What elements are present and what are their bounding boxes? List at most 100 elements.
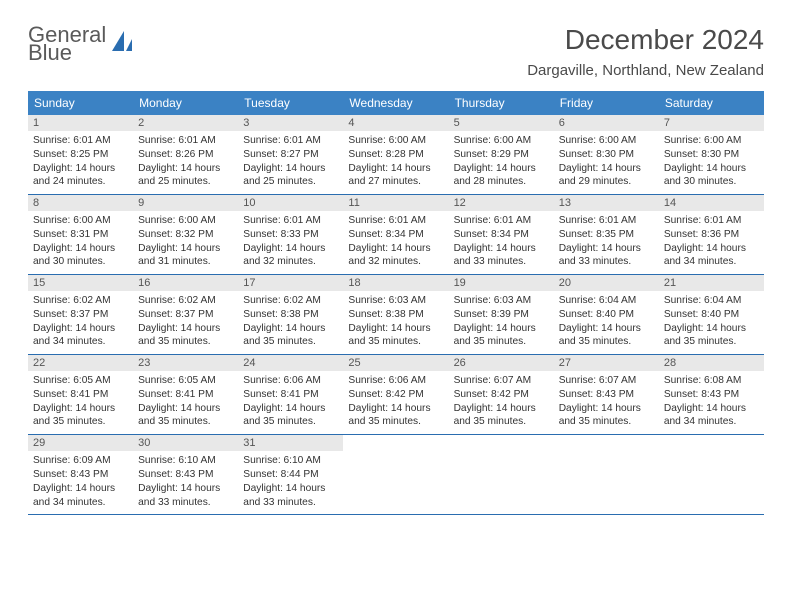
- day-details: Sunrise: 6:07 AMSunset: 8:42 PMDaylight:…: [449, 371, 554, 434]
- sunset-line: Sunset: 8:30 PM: [664, 148, 759, 162]
- sunrise-line: Sunrise: 6:10 AM: [243, 454, 338, 468]
- day-cell: 25Sunrise: 6:06 AMSunset: 8:42 PMDayligh…: [343, 355, 448, 434]
- day-number: 26: [449, 355, 554, 371]
- sunrise-line: Sunrise: 6:10 AM: [138, 454, 233, 468]
- day-details: Sunrise: 6:01 AMSunset: 8:33 PMDaylight:…: [238, 211, 343, 274]
- sunset-line: Sunset: 8:42 PM: [454, 388, 549, 402]
- sunset-line: Sunset: 8:38 PM: [348, 308, 443, 322]
- daylight-line: Daylight: 14 hours and 35 minutes.: [454, 402, 549, 430]
- day-details: Sunrise: 6:05 AMSunset: 8:41 PMDaylight:…: [133, 371, 238, 434]
- daylight-line: Daylight: 14 hours and 32 minutes.: [348, 242, 443, 270]
- day-details: Sunrise: 6:00 AMSunset: 8:29 PMDaylight:…: [449, 131, 554, 194]
- daylight-line: Daylight: 14 hours and 32 minutes.: [243, 242, 338, 270]
- header: General Blue December 2024 Dargaville, N…: [28, 24, 764, 79]
- day-details: Sunrise: 6:00 AMSunset: 8:30 PMDaylight:…: [659, 131, 764, 194]
- day-number: 3: [238, 115, 343, 131]
- day-cell: 6Sunrise: 6:00 AMSunset: 8:30 PMDaylight…: [554, 115, 659, 194]
- sunset-line: Sunset: 8:41 PM: [243, 388, 338, 402]
- calendar-week: 29Sunrise: 6:09 AMSunset: 8:43 PMDayligh…: [28, 435, 764, 515]
- sunrise-line: Sunrise: 6:05 AM: [33, 374, 128, 388]
- day-number: 31: [238, 435, 343, 451]
- sunset-line: Sunset: 8:37 PM: [33, 308, 128, 322]
- day-cell: 24Sunrise: 6:06 AMSunset: 8:41 PMDayligh…: [238, 355, 343, 434]
- day-details: Sunrise: 6:00 AMSunset: 8:32 PMDaylight:…: [133, 211, 238, 274]
- day-number: 5: [449, 115, 554, 131]
- daylight-line: Daylight: 14 hours and 25 minutes.: [138, 162, 233, 190]
- day-number: 19: [449, 275, 554, 291]
- brand-sail-icon: [110, 29, 134, 60]
- day-number: 14: [659, 195, 764, 211]
- day-details: Sunrise: 6:01 AMSunset: 8:25 PMDaylight:…: [28, 131, 133, 194]
- day-number: 8: [28, 195, 133, 211]
- day-cell: 16 Sunrise: 6:02 AMSunset: 8:37 PMDayligh…: [133, 275, 238, 354]
- day-cell: [449, 435, 554, 514]
- sunset-line: Sunset: 8:29 PM: [454, 148, 549, 162]
- day-number: 30: [133, 435, 238, 451]
- sunrise-line: Sunrise: 6:02 AM: [138, 294, 233, 308]
- sunrise-line: Sunrise: 6:00 AM: [454, 134, 549, 148]
- day-cell: 14Sunrise: 6:01 AMSunset: 8:36 PMDayligh…: [659, 195, 764, 274]
- sunset-line: Sunset: 8:43 PM: [138, 468, 233, 482]
- daylight-line: Daylight: 14 hours and 34 minutes.: [33, 482, 128, 510]
- day-number: 1: [28, 115, 133, 131]
- title-block: December 2024 Dargaville, Northland, New…: [527, 24, 764, 79]
- day-cell: 22Sunrise: 6:05 AMSunset: 8:41 PMDayligh…: [28, 355, 133, 434]
- weekday-header: Monday: [133, 91, 238, 115]
- sunrise-line: Sunrise: 6:01 AM: [33, 134, 128, 148]
- sunrise-line: Sunrise: 6:00 AM: [559, 134, 654, 148]
- day-number: 27: [554, 355, 659, 371]
- daylight-line: Daylight: 14 hours and 34 minutes.: [664, 402, 759, 430]
- sunrise-line: Sunrise: 6:09 AM: [33, 454, 128, 468]
- sunset-line: Sunset: 8:37 PM: [138, 308, 233, 322]
- daylight-line: Daylight: 14 hours and 35 minutes.: [138, 322, 233, 350]
- day-number: 4: [343, 115, 448, 131]
- sunset-line: Sunset: 8:39 PM: [454, 308, 549, 322]
- day-cell: 1Sunrise: 6:01 AMSunset: 8:25 PMDaylight…: [28, 115, 133, 194]
- sunset-line: Sunset: 8:43 PM: [664, 388, 759, 402]
- sunrise-line: Sunrise: 6:08 AM: [664, 374, 759, 388]
- day-cell: 12Sunrise: 6:01 AMSunset: 8:34 PMDayligh…: [449, 195, 554, 274]
- day-cell: [659, 435, 764, 514]
- day-details: Sunrise: 6:10 AMSunset: 8:43 PMDaylight:…: [133, 451, 238, 514]
- day-details: Sunrise: 6:05 AMSunset: 8:41 PMDaylight:…: [28, 371, 133, 434]
- calendar-weeks: 1Sunrise: 6:01 AMSunset: 8:25 PMDaylight…: [28, 115, 764, 515]
- day-cell: 28Sunrise: 6:08 AMSunset: 8:43 PMDayligh…: [659, 355, 764, 434]
- day-cell: 7Sunrise: 6:00 AMSunset: 8:30 PMDaylight…: [659, 115, 764, 194]
- sunset-line: Sunset: 8:41 PM: [138, 388, 233, 402]
- sunrise-line: Sunrise: 6:03 AM: [454, 294, 549, 308]
- daylight-line: Daylight: 14 hours and 25 minutes.: [243, 162, 338, 190]
- sunrise-line: Sunrise: 6:05 AM: [138, 374, 233, 388]
- sunrise-line: Sunrise: 6:00 AM: [33, 214, 128, 228]
- day-cell: 30Sunrise: 6:10 AMSunset: 8:43 PMDayligh…: [133, 435, 238, 514]
- daylight-line: Daylight: 14 hours and 35 minutes.: [243, 402, 338, 430]
- day-number: 15: [28, 275, 133, 291]
- sunset-line: Sunset: 8:34 PM: [348, 228, 443, 242]
- day-details: Sunrise: 6:04 AMSunset: 8:40 PMDaylight:…: [554, 291, 659, 354]
- daylight-line: Daylight: 14 hours and 31 minutes.: [138, 242, 233, 270]
- daylight-line: Daylight: 14 hours and 35 minutes.: [348, 322, 443, 350]
- day-number: 22: [28, 355, 133, 371]
- day-number: 12: [449, 195, 554, 211]
- daylight-line: Daylight: 14 hours and 34 minutes.: [664, 242, 759, 270]
- sunrise-line: Sunrise: 6:01 AM: [348, 214, 443, 228]
- day-details: Sunrise: 6:03 AMSunset: 8:38 PMDaylight:…: [343, 291, 448, 354]
- daylight-line: Daylight: 14 hours and 35 minutes.: [664, 322, 759, 350]
- day-details: Sunrise: 6:01 AMSunset: 8:26 PMDaylight:…: [133, 131, 238, 194]
- day-cell: 31Sunrise: 6:10 AMSunset: 8:44 PMDayligh…: [238, 435, 343, 514]
- day-cell: 9Sunrise: 6:00 AMSunset: 8:32 PMDaylight…: [133, 195, 238, 274]
- sunset-line: Sunset: 8:25 PM: [33, 148, 128, 162]
- sunset-line: Sunset: 8:40 PM: [664, 308, 759, 322]
- sunrise-line: Sunrise: 6:01 AM: [559, 214, 654, 228]
- day-number: 16: [133, 275, 238, 291]
- sunset-line: Sunset: 8:31 PM: [33, 228, 128, 242]
- location-text: Dargaville, Northland, New Zealand: [527, 62, 764, 79]
- day-cell: 23Sunrise: 6:05 AMSunset: 8:41 PMDayligh…: [133, 355, 238, 434]
- daylight-line: Daylight: 14 hours and 35 minutes.: [559, 402, 654, 430]
- sunset-line: Sunset: 8:28 PM: [348, 148, 443, 162]
- daylight-line: Daylight: 14 hours and 30 minutes.: [33, 242, 128, 270]
- day-details: Sunrise: 6:01 AMSunset: 8:35 PMDaylight:…: [554, 211, 659, 274]
- daylight-line: Daylight: 14 hours and 35 minutes.: [243, 322, 338, 350]
- daylight-line: Daylight: 14 hours and 30 minutes.: [664, 162, 759, 190]
- sunrise-line: Sunrise: 6:01 AM: [664, 214, 759, 228]
- day-cell: 11Sunrise: 6:01 AMSunset: 8:34 PMDayligh…: [343, 195, 448, 274]
